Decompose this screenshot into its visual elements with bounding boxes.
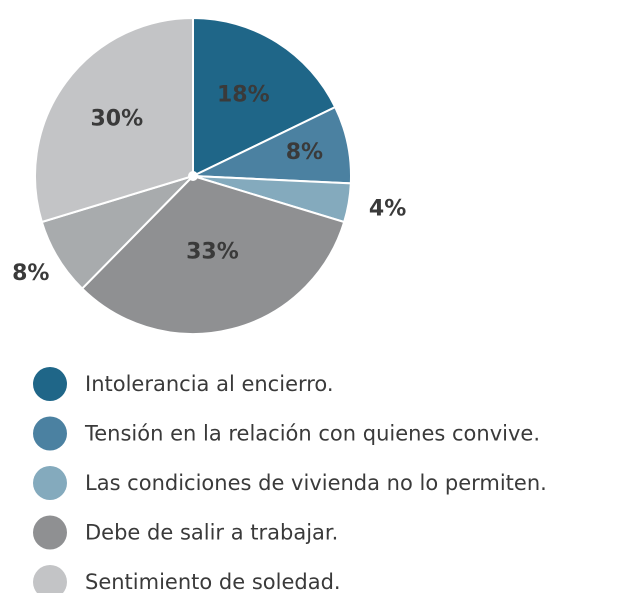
value-label: 18% bbox=[217, 83, 270, 108]
value-label: 33% bbox=[186, 240, 239, 265]
value-label: 4% bbox=[369, 197, 406, 222]
legend-swatch bbox=[33, 515, 67, 550]
center-dot bbox=[188, 171, 198, 181]
legend-swatch bbox=[33, 416, 67, 451]
legend-label: Sentimiento de soledad. bbox=[85, 570, 341, 593]
pie-slice bbox=[192, 16, 337, 178]
value-label: 30% bbox=[90, 107, 143, 132]
legend-swatch bbox=[33, 565, 67, 593]
value-label: 8% bbox=[286, 140, 323, 165]
legend-swatch bbox=[33, 466, 67, 500]
legend-label: Tensión en la relación con quienes convi… bbox=[84, 422, 540, 446]
value-label: 8% bbox=[12, 261, 49, 286]
legend-label: Las condiciones de vivienda no lo permit… bbox=[85, 471, 547, 495]
pie-slice bbox=[80, 174, 346, 335]
pie-slice bbox=[34, 16, 194, 224]
legend-label: Debe de salir a trabajar. bbox=[85, 521, 338, 545]
legend-swatch bbox=[33, 367, 67, 401]
legend-label: Intolerancia al encierro. bbox=[85, 372, 334, 396]
